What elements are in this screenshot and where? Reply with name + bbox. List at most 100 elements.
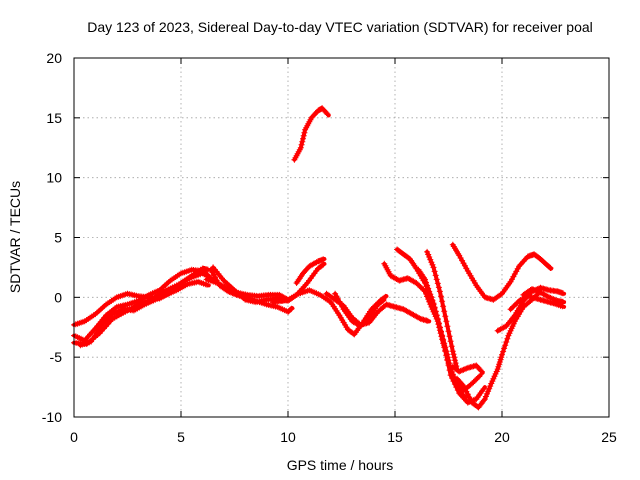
plus-marker bbox=[484, 390, 490, 397]
series-arc-9 bbox=[291, 105, 331, 163]
plus-marker bbox=[436, 324, 443, 331]
plus-marker bbox=[464, 391, 471, 398]
plus-marker bbox=[461, 262, 468, 269]
series-arc-8 bbox=[293, 256, 327, 286]
plus-marker bbox=[499, 351, 505, 358]
plus-marker bbox=[301, 129, 308, 136]
plus-marker bbox=[471, 377, 478, 384]
plus-marker bbox=[546, 294, 553, 301]
plus-marker bbox=[445, 328, 452, 335]
plus-marker bbox=[513, 300, 520, 307]
plus-marker bbox=[416, 315, 423, 322]
plus-marker bbox=[550, 296, 557, 303]
plus-marker bbox=[445, 362, 452, 369]
plus-marker bbox=[480, 397, 487, 404]
plus-marker bbox=[450, 378, 457, 385]
plus-marker bbox=[504, 335, 511, 342]
plus-marker bbox=[417, 284, 424, 291]
plus-marker bbox=[507, 306, 514, 313]
plus-marker bbox=[430, 264, 437, 271]
series-arc-3 bbox=[71, 265, 211, 328]
plus-marker bbox=[497, 291, 504, 298]
plus-marker bbox=[476, 373, 483, 380]
plus-marker bbox=[503, 339, 510, 345]
y-axis-label: SDTVAR / TECUs bbox=[7, 181, 23, 293]
chart-title: Day 123 of 2023, Sidereal Day-to-day VTE… bbox=[87, 19, 593, 35]
plus-marker bbox=[456, 252, 463, 259]
plus-marker bbox=[436, 288, 443, 295]
plus-marker bbox=[426, 288, 433, 295]
plus-marker bbox=[477, 367, 484, 374]
plus-marker bbox=[514, 265, 521, 272]
plus-marker bbox=[416, 282, 423, 289]
plus-marker bbox=[427, 256, 434, 263]
plus-marker bbox=[221, 284, 228, 290]
plus-marker bbox=[546, 263, 553, 270]
plus-marker bbox=[481, 396, 488, 403]
plus-marker bbox=[507, 278, 514, 285]
plus-marker bbox=[441, 308, 448, 315]
plus-marker bbox=[452, 360, 459, 367]
plus-marker bbox=[300, 132, 307, 139]
plus-marker bbox=[419, 285, 426, 292]
x-tick-label: 5 bbox=[177, 429, 185, 445]
plus-marker bbox=[454, 387, 461, 394]
plus-marker bbox=[547, 294, 554, 301]
plus-marker bbox=[451, 381, 458, 388]
plus-marker bbox=[551, 296, 558, 303]
y-tick-label: -5 bbox=[50, 349, 63, 365]
plus-marker bbox=[440, 303, 447, 310]
plus-marker bbox=[320, 261, 327, 268]
plus-marker bbox=[478, 368, 485, 375]
plus-marker bbox=[487, 383, 494, 390]
plus-marker bbox=[425, 285, 432, 292]
plus-marker bbox=[449, 348, 456, 355]
plus-marker bbox=[449, 375, 456, 382]
plus-marker bbox=[433, 276, 440, 283]
y-tick-label: 5 bbox=[54, 230, 62, 246]
plus-marker bbox=[337, 301, 344, 308]
plus-marker bbox=[319, 262, 326, 269]
plus-marker bbox=[447, 338, 454, 345]
plus-marker bbox=[336, 298, 343, 305]
plus-marker bbox=[204, 281, 210, 288]
plus-marker bbox=[424, 282, 431, 289]
series-arc-17 bbox=[449, 362, 485, 375]
series-arc-11 bbox=[323, 290, 432, 328]
plus-marker bbox=[502, 342, 509, 349]
plus-marker bbox=[500, 348, 507, 355]
plus-marker bbox=[439, 333, 446, 340]
plus-marker bbox=[413, 280, 420, 286]
plus-marker bbox=[460, 366, 467, 373]
plus-marker bbox=[513, 268, 520, 275]
x-tick-label: 20 bbox=[494, 429, 510, 445]
plus-marker bbox=[323, 110, 330, 116]
plus-marker bbox=[473, 376, 480, 383]
plus-marker bbox=[480, 386, 487, 393]
plus-marker bbox=[460, 260, 467, 267]
plus-marker bbox=[466, 394, 473, 401]
plus-marker bbox=[531, 287, 538, 294]
plus-marker bbox=[461, 385, 468, 392]
plus-marker bbox=[288, 305, 295, 312]
plus-marker bbox=[547, 265, 554, 271]
x-axis-label: GPS time / hours bbox=[287, 457, 394, 473]
plus-marker bbox=[451, 357, 458, 364]
axis-ticks: 0 5 10 15 20 25 -10 -5 0 5 10 15 20 bbox=[42, 50, 617, 445]
plus-marker bbox=[501, 345, 508, 352]
plus-marker bbox=[509, 304, 515, 311]
plus-marker bbox=[459, 381, 466, 388]
plus-marker bbox=[438, 329, 444, 335]
plus-marker bbox=[529, 286, 535, 292]
plus-marker bbox=[460, 382, 467, 389]
plus-marker bbox=[467, 396, 474, 403]
y-tick-label: 15 bbox=[46, 110, 62, 126]
series-arc-12 bbox=[332, 290, 387, 330]
plus-marker bbox=[536, 288, 543, 295]
plus-marker bbox=[432, 308, 439, 315]
plus-marker bbox=[560, 298, 566, 305]
plus-marker bbox=[544, 293, 551, 300]
plus-marker bbox=[428, 259, 435, 266]
plus-marker bbox=[300, 135, 306, 142]
plus-marker bbox=[448, 343, 455, 350]
